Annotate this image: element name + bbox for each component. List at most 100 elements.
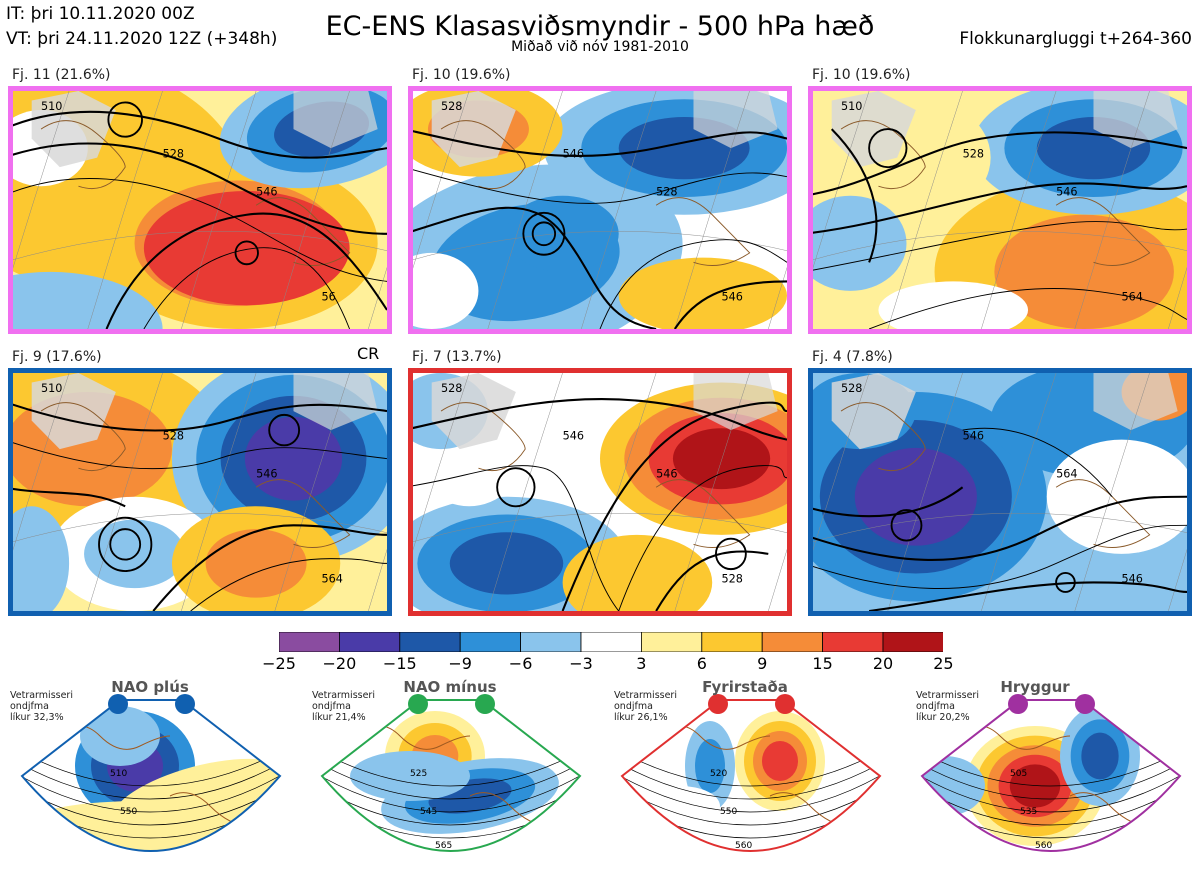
anomaly-blob [84, 519, 186, 589]
height-contour [622, 745, 880, 787]
regime-name: Hryggur [1000, 678, 1070, 696]
contour-label: 528 [441, 381, 462, 395]
height-contour [673, 280, 787, 329]
height-contour [22, 757, 280, 800]
landmass [31, 91, 116, 168]
contour-label: 560 [1035, 841, 1052, 851]
panel-label: Fj. 11 (21.6%) [12, 67, 111, 83]
regime-dot [175, 694, 195, 714]
regime-note: Vetrarmisseri ondjfma líkur 20,2% [916, 690, 979, 723]
page-title: EC-ENS Klasasviðsmyndir - 500 hPa hæð [325, 11, 875, 42]
height-contour [22, 745, 280, 787]
height-contour [813, 131, 1187, 196]
coastline [840, 120, 926, 190]
anomaly-blob [449, 532, 564, 595]
contour-label: 560 [735, 841, 752, 851]
height-contour [13, 403, 387, 432]
height-contour [890, 509, 923, 542]
coastline [655, 197, 751, 266]
contour-label: 510 [41, 381, 62, 395]
anomaly-colorbar [279, 632, 943, 652]
anomaly-blob [672, 428, 771, 490]
cluster-map-panel: 528 546 546 528 [408, 368, 792, 616]
height-contour [413, 130, 787, 158]
height-contour [868, 581, 1187, 611]
graticule-line [813, 513, 1187, 543]
coastline [40, 120, 126, 190]
graticule-line [13, 373, 70, 551]
height-contour [813, 182, 1187, 234]
height-contour [22, 769, 280, 813]
regime-name: Fyrirstaða [702, 678, 788, 696]
contour-label: 56 [322, 289, 336, 303]
graticule-line [368, 548, 387, 611]
colorbar-tick-label: −3 [569, 654, 593, 673]
graticule-line [13, 91, 70, 269]
height-contour [13, 442, 387, 470]
height-contour [105, 212, 387, 329]
graticule-line [87, 373, 163, 611]
panel-label: Fj. 4 (7.8%) [812, 349, 893, 365]
contour-label: 546 [722, 289, 743, 303]
anomaly-blob [922, 756, 985, 816]
contour-label: 545 [420, 807, 437, 817]
landmass [831, 91, 916, 168]
anomaly-blob [854, 447, 977, 546]
landmass [1093, 91, 1178, 149]
contour-label: 546 [1122, 571, 1143, 585]
regime-dot [1008, 694, 1028, 714]
height-contour [13, 487, 126, 508]
contour-label: 528 [163, 429, 184, 443]
anomaly-blob [205, 529, 307, 598]
height-contour [413, 206, 657, 329]
height-contour [922, 745, 1180, 787]
contour-label: 528 [656, 185, 677, 199]
colorbar-segment [399, 632, 461, 652]
regime-fan-nao-minus: 525 545 565 [300, 676, 600, 871]
graticule-line [413, 513, 787, 543]
height-contour [813, 495, 1187, 561]
graticule-line [181, 91, 257, 329]
contour-label: 528 [963, 147, 984, 161]
landmass [293, 91, 378, 149]
colorbar-segment [459, 632, 521, 652]
panel-label: Fj. 10 (19.6%) [812, 67, 911, 83]
regime-name: NAO plús [111, 678, 189, 696]
height-contour [715, 537, 747, 571]
graticule-line [368, 266, 387, 329]
graticule-line [181, 373, 257, 611]
coastline [1055, 479, 1151, 548]
height-contour [234, 240, 259, 266]
coastline [655, 479, 751, 548]
landmass [693, 91, 778, 149]
graticule-line [813, 373, 870, 551]
landmass [31, 373, 116, 450]
height-contour [1055, 571, 1076, 593]
contour-label: 564 [1056, 467, 1077, 481]
height-contour [655, 550, 769, 611]
height-contour [152, 524, 387, 611]
height-contour [322, 757, 580, 800]
colorbar-segment [640, 632, 703, 652]
height-contour [107, 101, 143, 138]
contour-label: 525 [410, 769, 427, 779]
regime-fan-outline [920, 699, 1182, 852]
anomaly-blob [244, 416, 343, 501]
anomaly-blob [994, 214, 1174, 329]
contour-label: 564 [1122, 289, 1143, 303]
contour-label: 510 [41, 99, 62, 113]
colorbar-segment [339, 632, 401, 652]
graticule-line [274, 91, 350, 329]
classification-window: Flokkunargluggi t+264-360 [959, 29, 1192, 49]
height-contour [522, 211, 566, 256]
initial-time: IT: þri 10.11.2020 00Z [6, 4, 195, 24]
regime-fan-ridge: 505 535 560 [900, 676, 1200, 871]
colorbar-segment [822, 632, 884, 652]
cluster-map-panel: 510 528 546 56 [8, 86, 392, 334]
colorbar-segment [520, 632, 582, 652]
height-contour [531, 221, 557, 247]
height-contour [962, 427, 1113, 498]
regime-dot [708, 694, 728, 714]
graticule-line [768, 266, 787, 329]
height-contour [268, 413, 301, 447]
